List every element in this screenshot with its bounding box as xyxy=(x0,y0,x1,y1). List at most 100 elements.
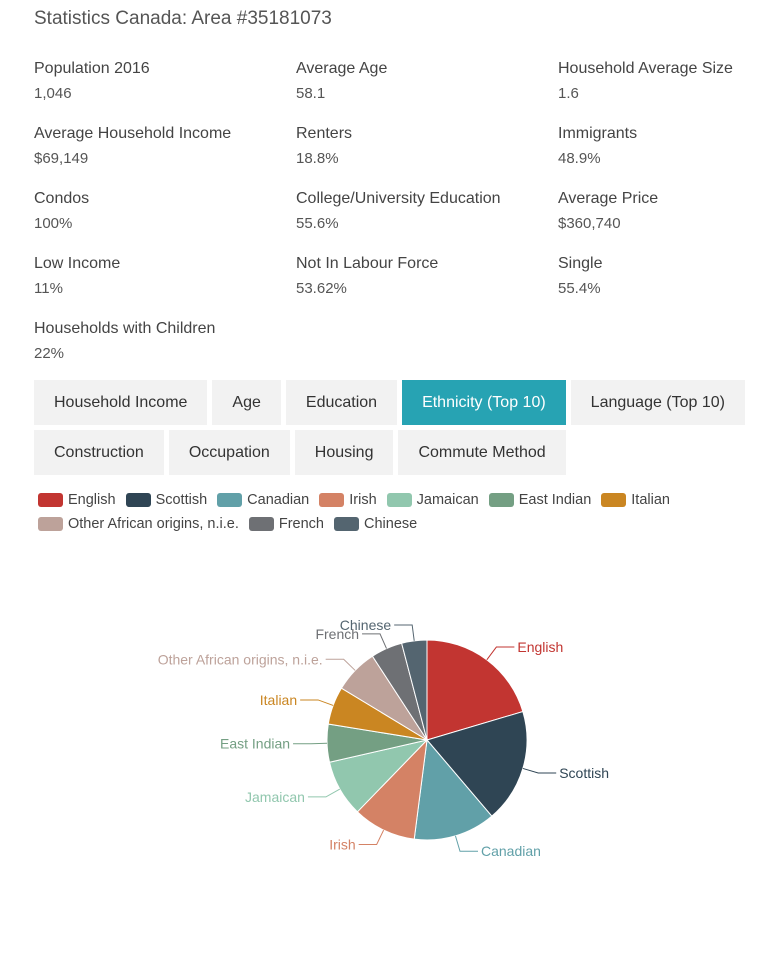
pie-label: Irish xyxy=(329,837,355,853)
stat-label: Renters xyxy=(296,125,353,142)
pie-slice[interactable] xyxy=(401,639,428,741)
stat-low-income: Low Income 11% xyxy=(34,254,296,319)
tab-occupation[interactable]: Occupation xyxy=(168,430,290,475)
stat-not-in-labour-force: Not In Labour Force 53.62% xyxy=(296,254,558,319)
page-title: Statistics Canada: Area #35181073 xyxy=(34,8,332,29)
legend-swatch xyxy=(386,493,412,507)
legend-label: Chinese xyxy=(364,516,418,532)
stat-value: 48.9% xyxy=(558,150,601,167)
pie-leader-line xyxy=(358,829,385,846)
stat-value: 1,046 xyxy=(34,85,72,102)
pie-leader-line xyxy=(454,835,479,852)
stat-value: 53.62% xyxy=(296,280,347,297)
pie-leader-line xyxy=(486,646,515,661)
chart-legend: English Scottish Canadian Irish Jamaican East… xyxy=(38,490,738,534)
legend-swatch xyxy=(248,517,274,531)
pie-label: Chinese xyxy=(340,617,392,633)
tab-commute-method[interactable]: Commute Method xyxy=(398,430,566,475)
stat-value: 58.1 xyxy=(296,85,326,102)
legend-item[interactable]: Canadian xyxy=(217,490,309,510)
stat-average-age: Average Age 58.1 xyxy=(296,59,558,124)
stat-value: 1.6 xyxy=(558,85,579,102)
pie-label: Jamaican xyxy=(245,789,305,805)
stat-value: 11% xyxy=(34,280,63,297)
legend-item[interactable]: Chinese xyxy=(334,514,417,534)
pie-leader-line xyxy=(362,633,387,649)
stat-label: Households with Children xyxy=(34,320,216,337)
legend-swatch xyxy=(334,517,359,531)
stat-households-with-children: Households with Children 22% xyxy=(34,319,296,384)
stat-household-income: Average Household Income $69,149 xyxy=(34,124,296,189)
legend-item[interactable]: Irish xyxy=(319,490,377,510)
stat-label: Average Age xyxy=(296,60,388,77)
pie-leader-line xyxy=(394,624,415,641)
stat-education: College/University Education 55.6% xyxy=(296,189,558,254)
pie-label: Scottish xyxy=(559,765,609,781)
legend-item[interactable]: East Indian xyxy=(488,490,592,510)
stats-grid: Population 2016 1,046 Average Age 58.1 H… xyxy=(34,59,774,384)
ethnicity-pie-chart: English Scottish Canadian Irish Jamaican East… xyxy=(158,617,609,859)
stat-condos: Condos 100% xyxy=(34,189,296,254)
stat-label: Not In Labour Force xyxy=(296,255,439,272)
legend-label: English xyxy=(68,492,116,508)
legend-item[interactable]: Other African origins, n.i.e. xyxy=(38,514,239,534)
legend-label: Irish xyxy=(349,492,377,508)
pie-label: Canadian xyxy=(481,843,541,859)
stat-value: 18.8% xyxy=(296,150,339,167)
stat-immigrants: Immigrants 48.9% xyxy=(558,124,774,189)
legend-swatch xyxy=(38,517,63,531)
tab-household-income[interactable]: Household Income xyxy=(34,380,208,425)
legend-swatch xyxy=(217,493,243,507)
stat-label: Condos xyxy=(34,190,90,207)
legend-swatch xyxy=(319,493,345,507)
stat-single: Single 55.4% xyxy=(558,254,774,319)
tab-education[interactable]: Education xyxy=(285,380,398,425)
legend-label: Italian xyxy=(631,492,670,508)
pie-label: East Indian xyxy=(220,736,290,752)
stat-label: Single xyxy=(558,255,603,272)
stat-value: $69,149 xyxy=(34,150,89,167)
legend-label: Canadian xyxy=(247,492,310,508)
pie-slice[interactable] xyxy=(413,738,493,841)
legend-label: Scottish xyxy=(155,492,208,508)
legend-swatch xyxy=(125,493,151,507)
legend-swatch xyxy=(488,493,514,507)
stat-population: Population 2016 1,046 xyxy=(34,59,296,124)
pie-label: French xyxy=(315,626,359,642)
tab-construction[interactable]: Construction xyxy=(34,430,164,475)
legend-item[interactable]: Jamaican xyxy=(386,490,479,510)
chart-tabs: Household Income Age Education Ethnicity… xyxy=(34,380,774,475)
stat-renters: Renters 18.8% xyxy=(296,124,558,189)
legend-label: Other African origins, n.i.e. xyxy=(68,516,239,532)
stat-label: Average Household Income xyxy=(34,125,232,142)
tab-ethnicity[interactable]: Ethnicity (Top 10) xyxy=(402,380,566,425)
pie-leader-line xyxy=(307,788,341,798)
stat-value: 22% xyxy=(34,345,65,362)
stat-value: $360,740 xyxy=(558,215,621,232)
legend-label: Jamaican xyxy=(416,492,479,508)
stat-value: 55.4% xyxy=(558,280,601,297)
stat-label: Average Price xyxy=(558,190,659,207)
stat-value: 55.6% xyxy=(296,215,339,232)
tab-age[interactable]: Age xyxy=(212,380,281,425)
stat-label: Immigrants xyxy=(558,125,638,142)
legend-item[interactable]: Scottish xyxy=(125,490,208,510)
stat-label: Low Income xyxy=(34,255,121,272)
pie-leader-line xyxy=(325,658,356,671)
legend-item[interactable]: French xyxy=(248,514,324,534)
stat-label: College/University Education xyxy=(296,190,501,207)
pie-label: English xyxy=(517,639,563,655)
stat-label: Household Average Size xyxy=(558,60,733,77)
stat-household-size: Household Average Size 1.6 xyxy=(558,59,774,124)
legend-swatch xyxy=(38,493,63,507)
legend-label: French xyxy=(278,516,324,532)
tab-language[interactable]: Language (Top 10) xyxy=(570,380,745,425)
stat-label: Population 2016 xyxy=(34,60,150,77)
legend-label: East Indian xyxy=(518,492,592,508)
legend-item[interactable]: Italian xyxy=(601,490,670,510)
legend-swatch xyxy=(601,493,627,507)
pie-label: Italian xyxy=(260,692,297,708)
legend-item[interactable]: English xyxy=(38,490,116,510)
tab-housing[interactable]: Housing xyxy=(294,430,394,475)
pie-leader-line xyxy=(522,767,557,774)
